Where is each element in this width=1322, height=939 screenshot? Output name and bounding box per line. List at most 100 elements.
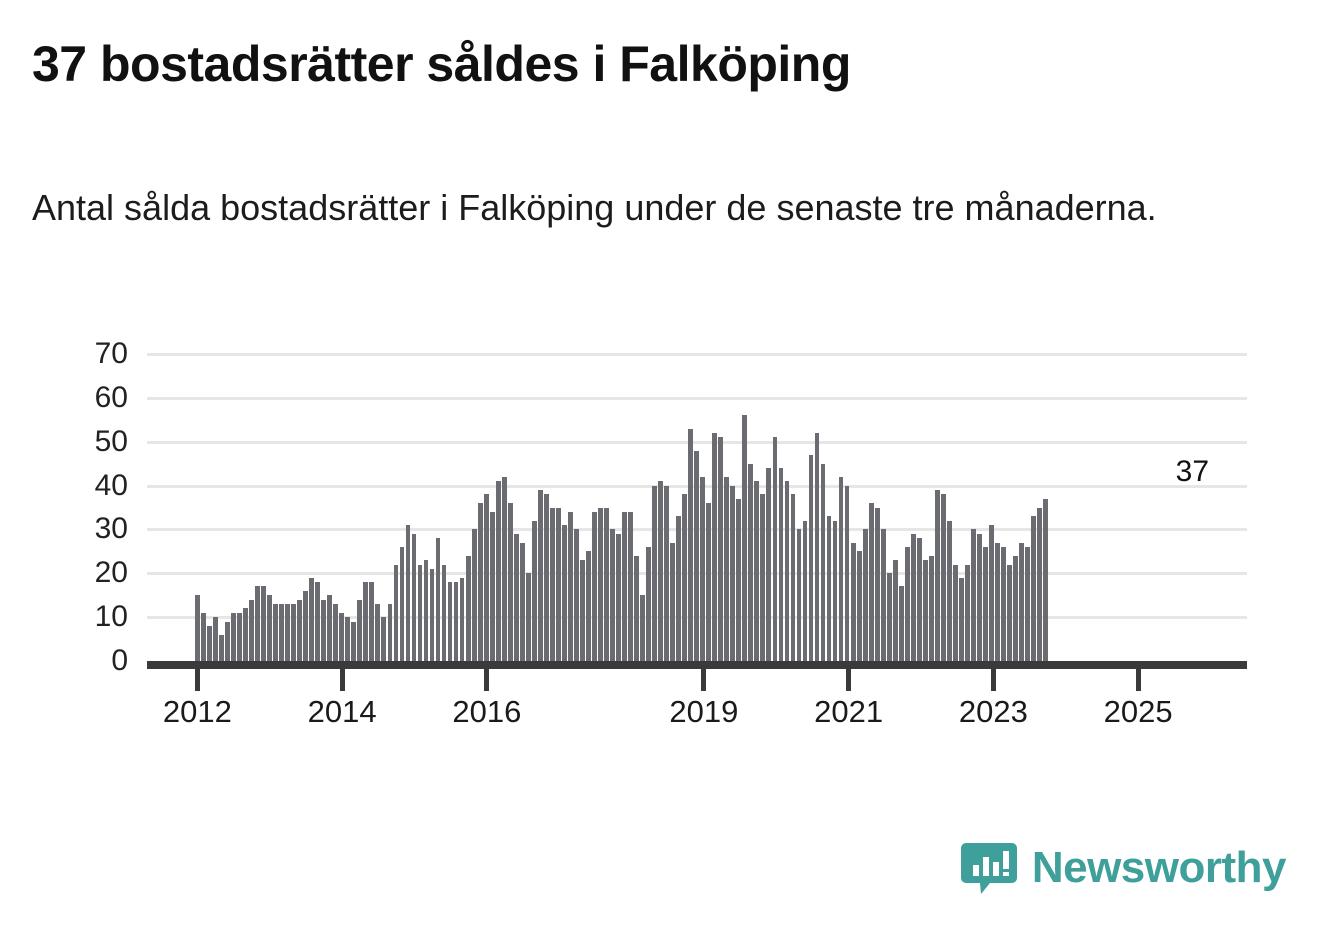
chart-bar: [820, 463, 826, 661]
chart-bar: [868, 503, 874, 661]
chart-bar: [658, 481, 663, 661]
chart-bar: [453, 582, 459, 661]
chart-bar: [742, 415, 748, 661]
chart-subtitle: Antal sålda bostadsrätter i Falköping un…: [32, 187, 1157, 228]
chart-bar: [363, 582, 369, 661]
x-axis-tick: [484, 669, 490, 691]
chart-bar: [1001, 546, 1006, 661]
chart-bar: [628, 511, 633, 661]
chart-bar: [989, 525, 994, 661]
chart-bar: [399, 546, 405, 661]
x-axis-tick-label: 2012: [162, 694, 232, 729]
chart-bar: [790, 494, 796, 661]
chart-bar: [995, 542, 1000, 661]
chart-bar: [778, 468, 784, 661]
chart-bar: [646, 546, 651, 661]
y-axis-labels: 0 10 20 30 40 50 60 70: [0, 330, 147, 677]
chart-bar: [754, 481, 760, 661]
gridline: [147, 396, 1247, 400]
chart-bar: [231, 612, 236, 661]
chart-bar: [519, 542, 525, 661]
chart-bar: [700, 476, 706, 661]
chart-bar: [423, 560, 429, 661]
chart-bar: [477, 503, 483, 661]
x-axis-tick: [1135, 669, 1141, 691]
chart-bar: [874, 507, 880, 661]
chart-bar: [622, 511, 627, 661]
chart-bar: [886, 573, 892, 661]
chart-bar: [718, 437, 724, 661]
chart-bar: [598, 507, 603, 661]
x-axis-tick-label: 2023: [958, 694, 1028, 729]
x-axis-line: [147, 661, 1247, 669]
chart-bar: [213, 617, 218, 661]
chart-bar: [904, 546, 910, 661]
chart-bar: [537, 489, 543, 661]
chart-bar: [1013, 555, 1018, 661]
chart-bar: [730, 485, 736, 661]
newsworthy-logo: Newsworthy: [960, 839, 1287, 897]
chart-bar: [736, 498, 742, 661]
chart-bar: [712, 432, 718, 661]
chart-bar: [375, 604, 381, 661]
chart-bar: [832, 520, 838, 661]
chart-bar: [267, 595, 272, 661]
chart-bar: [225, 621, 230, 661]
chart-bar: [814, 432, 820, 661]
chart-bar: [513, 533, 519, 661]
x-axis-tick: [846, 669, 852, 691]
chart-bar: [345, 617, 351, 661]
chart-bar: [946, 520, 952, 661]
bar-chart: 0 10 20 30 40 50 60 70 2012 2014 2016 2019 2021 2023…: [0, 330, 1322, 750]
y-axis-tick-label: 40: [94, 468, 128, 502]
chart-bar: [327, 595, 333, 661]
x-axis-tick-label: 2016: [452, 694, 522, 729]
chart-bar: [339, 612, 345, 661]
chart-bar: [676, 516, 682, 661]
chart-bar: [802, 520, 808, 661]
x-axis-tick: [701, 669, 707, 691]
chart-bar: [856, 551, 862, 661]
y-axis-tick-label: 20: [94, 556, 128, 590]
x-axis-tick-label: 2019: [669, 694, 739, 729]
chart-bar: [441, 564, 447, 661]
chart-bar: [892, 560, 898, 661]
chart-bar: [369, 582, 375, 661]
plot-area: [147, 330, 1247, 670]
y-axis-tick-label: 50: [94, 424, 128, 458]
chart-bar: [922, 560, 928, 661]
chart-bar: [525, 573, 531, 661]
chart-bar: [489, 511, 495, 661]
chart-bar: [411, 533, 417, 661]
chart-bar: [977, 533, 982, 661]
chart-bar: [273, 604, 278, 661]
chart-bar: [351, 621, 357, 661]
x-axis-tick-label: 2014: [307, 694, 377, 729]
chart-bar: [459, 577, 465, 661]
chart-bar: [898, 586, 904, 661]
chart-bar: [958, 577, 964, 661]
chart-bar: [616, 533, 621, 661]
chart-bar: [850, 542, 856, 661]
chart-bar: [393, 564, 399, 661]
chart-bar: [682, 494, 688, 661]
chart-bar: [321, 599, 327, 661]
chart-bar: [357, 599, 363, 661]
chart-bar: [555, 507, 561, 661]
chart-bar: [772, 437, 778, 661]
chart-bar: [766, 468, 772, 661]
chart-bar: [580, 560, 585, 661]
chart-bar: [507, 503, 513, 661]
chart-bar: [549, 507, 555, 661]
page-headline: 37 bostadsrätter såldes i Falköping: [32, 36, 851, 92]
chart-bar: [971, 529, 976, 661]
chart-bar: [333, 604, 339, 661]
chart-bar: [706, 503, 712, 661]
chart-bar: [1031, 516, 1036, 661]
x-axis-tick-label: 2021: [814, 694, 884, 729]
chart-bar: [784, 481, 790, 661]
y-axis-tick-label: 10: [94, 600, 128, 634]
chart-bar: [910, 533, 916, 661]
chart-bar: [567, 511, 573, 661]
bar-chart-speech-bubble-icon: [960, 839, 1018, 897]
